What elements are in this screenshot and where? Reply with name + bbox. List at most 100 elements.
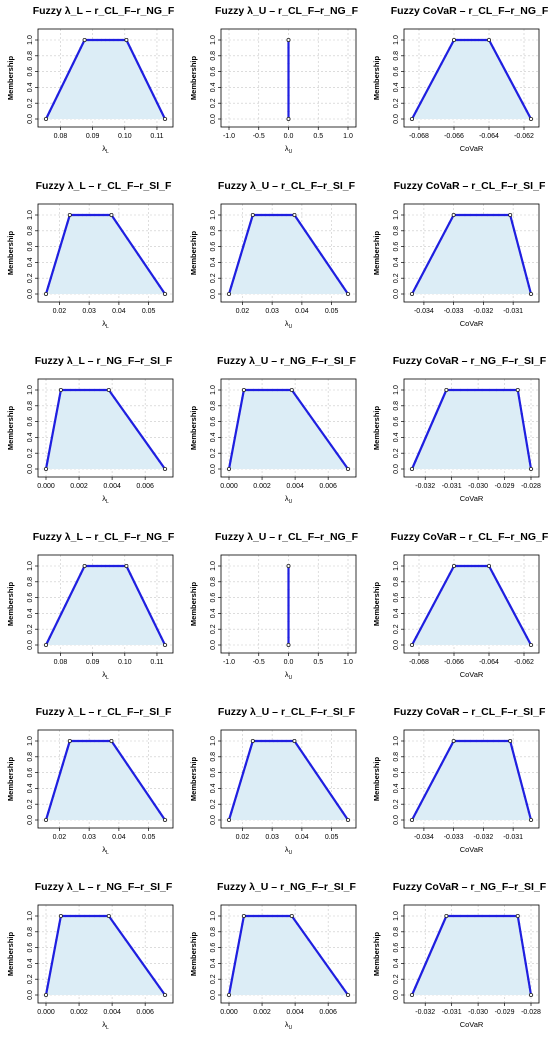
vertex-point: [58, 388, 63, 393]
data-point: [276, 739, 279, 743]
vertex-point: [528, 467, 533, 472]
membership-fill: [412, 741, 531, 820]
x-tick-label: -0.029: [495, 1009, 515, 1016]
vertex-point: [452, 38, 457, 43]
data-point: [235, 269, 238, 272]
x-axis-label: λL: [102, 670, 109, 681]
x-tick-label: 0.10: [118, 659, 132, 666]
x-axis-label: CoVaR: [460, 670, 484, 679]
data-point: [74, 914, 77, 918]
data-point: [96, 564, 99, 568]
data-point: [91, 38, 95, 42]
data-point: [525, 110, 528, 113]
data-point: [523, 954, 526, 957]
x-tick-label: -1.0: [223, 659, 235, 666]
y-tick-label: 0.2: [393, 974, 400, 984]
vertex-point: [67, 213, 72, 218]
data-point: [276, 914, 279, 918]
x-axis-label-main: λ: [102, 319, 106, 328]
data-point: [233, 436, 237, 439]
data-point: [497, 213, 500, 217]
data-point: [115, 221, 118, 224]
data-point: [50, 436, 54, 439]
data-point: [144, 78, 147, 81]
x-tick-label: 0.006: [319, 1009, 337, 1016]
y-tick-label: 0.6: [27, 417, 34, 427]
data-point: [236, 420, 240, 423]
y-axis-label: Membership: [372, 756, 381, 801]
plot-frame: [37, 554, 174, 654]
data-point: [126, 237, 129, 240]
data-point: [160, 636, 163, 639]
y-tick-label: 0.8: [27, 577, 34, 587]
vertex-point: [410, 467, 415, 472]
vertex-point: [345, 292, 350, 297]
data-point: [61, 237, 64, 240]
data-point: [236, 946, 240, 949]
x-tick-label: 0.04: [295, 834, 309, 841]
data-point: [428, 428, 431, 431]
data-point: [257, 388, 260, 392]
data-point: [438, 404, 441, 407]
x-axis-label: CoVaR: [460, 494, 484, 503]
x-axis-label: λU: [285, 845, 293, 856]
data-point: [47, 452, 51, 455]
data-point: [304, 229, 307, 232]
y-tick-label: 0.2: [393, 98, 400, 108]
plot-frame: [220, 729, 357, 829]
y-axis-label: Membership: [6, 756, 15, 801]
data-point: [466, 388, 469, 392]
data-point: [130, 420, 133, 423]
y-tick-label: 0.4: [210, 783, 217, 793]
data-point: [318, 954, 322, 957]
data-point: [72, 213, 76, 217]
x-tick-label: -0.064: [479, 659, 499, 666]
data-point: [59, 771, 62, 774]
data-point: [276, 213, 279, 217]
chart-panel: Fuzzy CoVaR – r_NG_F–r_SI_F-0.032 -0.031-…: [372, 881, 547, 1029]
data-point: [523, 269, 526, 272]
x-tick-label: 0.02: [236, 308, 250, 315]
y-tick-label: 1.0: [393, 561, 400, 571]
data-point: [497, 739, 500, 743]
chart-title: Fuzzy λ_U – r_NG_F–r_SI_F: [217, 881, 356, 893]
plot-frame: [37, 729, 174, 829]
data-point: [232, 803, 235, 806]
data-point: [93, 914, 96, 918]
data-point: [64, 604, 67, 607]
vertex-point: [227, 818, 232, 823]
data-point: [414, 460, 417, 463]
data-point: [89, 739, 92, 743]
data-point: [436, 596, 439, 599]
chart-panel: Fuzzy CoVaR – r_CL_F–r_NG_F -0.068 -0.066 -…: [372, 531, 549, 679]
data-point: [49, 444, 52, 447]
vertex-point: [410, 993, 415, 998]
data-point: [129, 46, 132, 50]
data-point: [480, 38, 484, 42]
data-point: [525, 636, 528, 639]
data-point: [480, 739, 484, 743]
y-tick-label: 0.0: [210, 990, 217, 1000]
data-point: [517, 245, 520, 248]
plot-frame: [403, 554, 540, 654]
data-point: [287, 110, 290, 113]
x-tick-label: -0.029: [495, 483, 515, 490]
data-point: [158, 811, 161, 814]
data-point: [52, 628, 55, 631]
data-point: [52, 269, 55, 272]
data-point: [431, 253, 434, 256]
data-point: [431, 604, 435, 607]
data-point: [427, 86, 430, 89]
data-point: [330, 444, 333, 447]
x-axis-label-subscript: U: [289, 499, 293, 505]
y-axis-label: Membership: [6, 55, 15, 100]
data-point: [440, 588, 443, 591]
membership-fill: [412, 916, 531, 995]
data-point: [100, 564, 103, 568]
y-tick-label: 0.2: [27, 98, 34, 108]
y-axis-label: Membership: [372, 230, 381, 275]
y-tick-label: 0.8: [27, 51, 34, 61]
data-point: [475, 213, 478, 217]
data-point: [463, 213, 467, 217]
